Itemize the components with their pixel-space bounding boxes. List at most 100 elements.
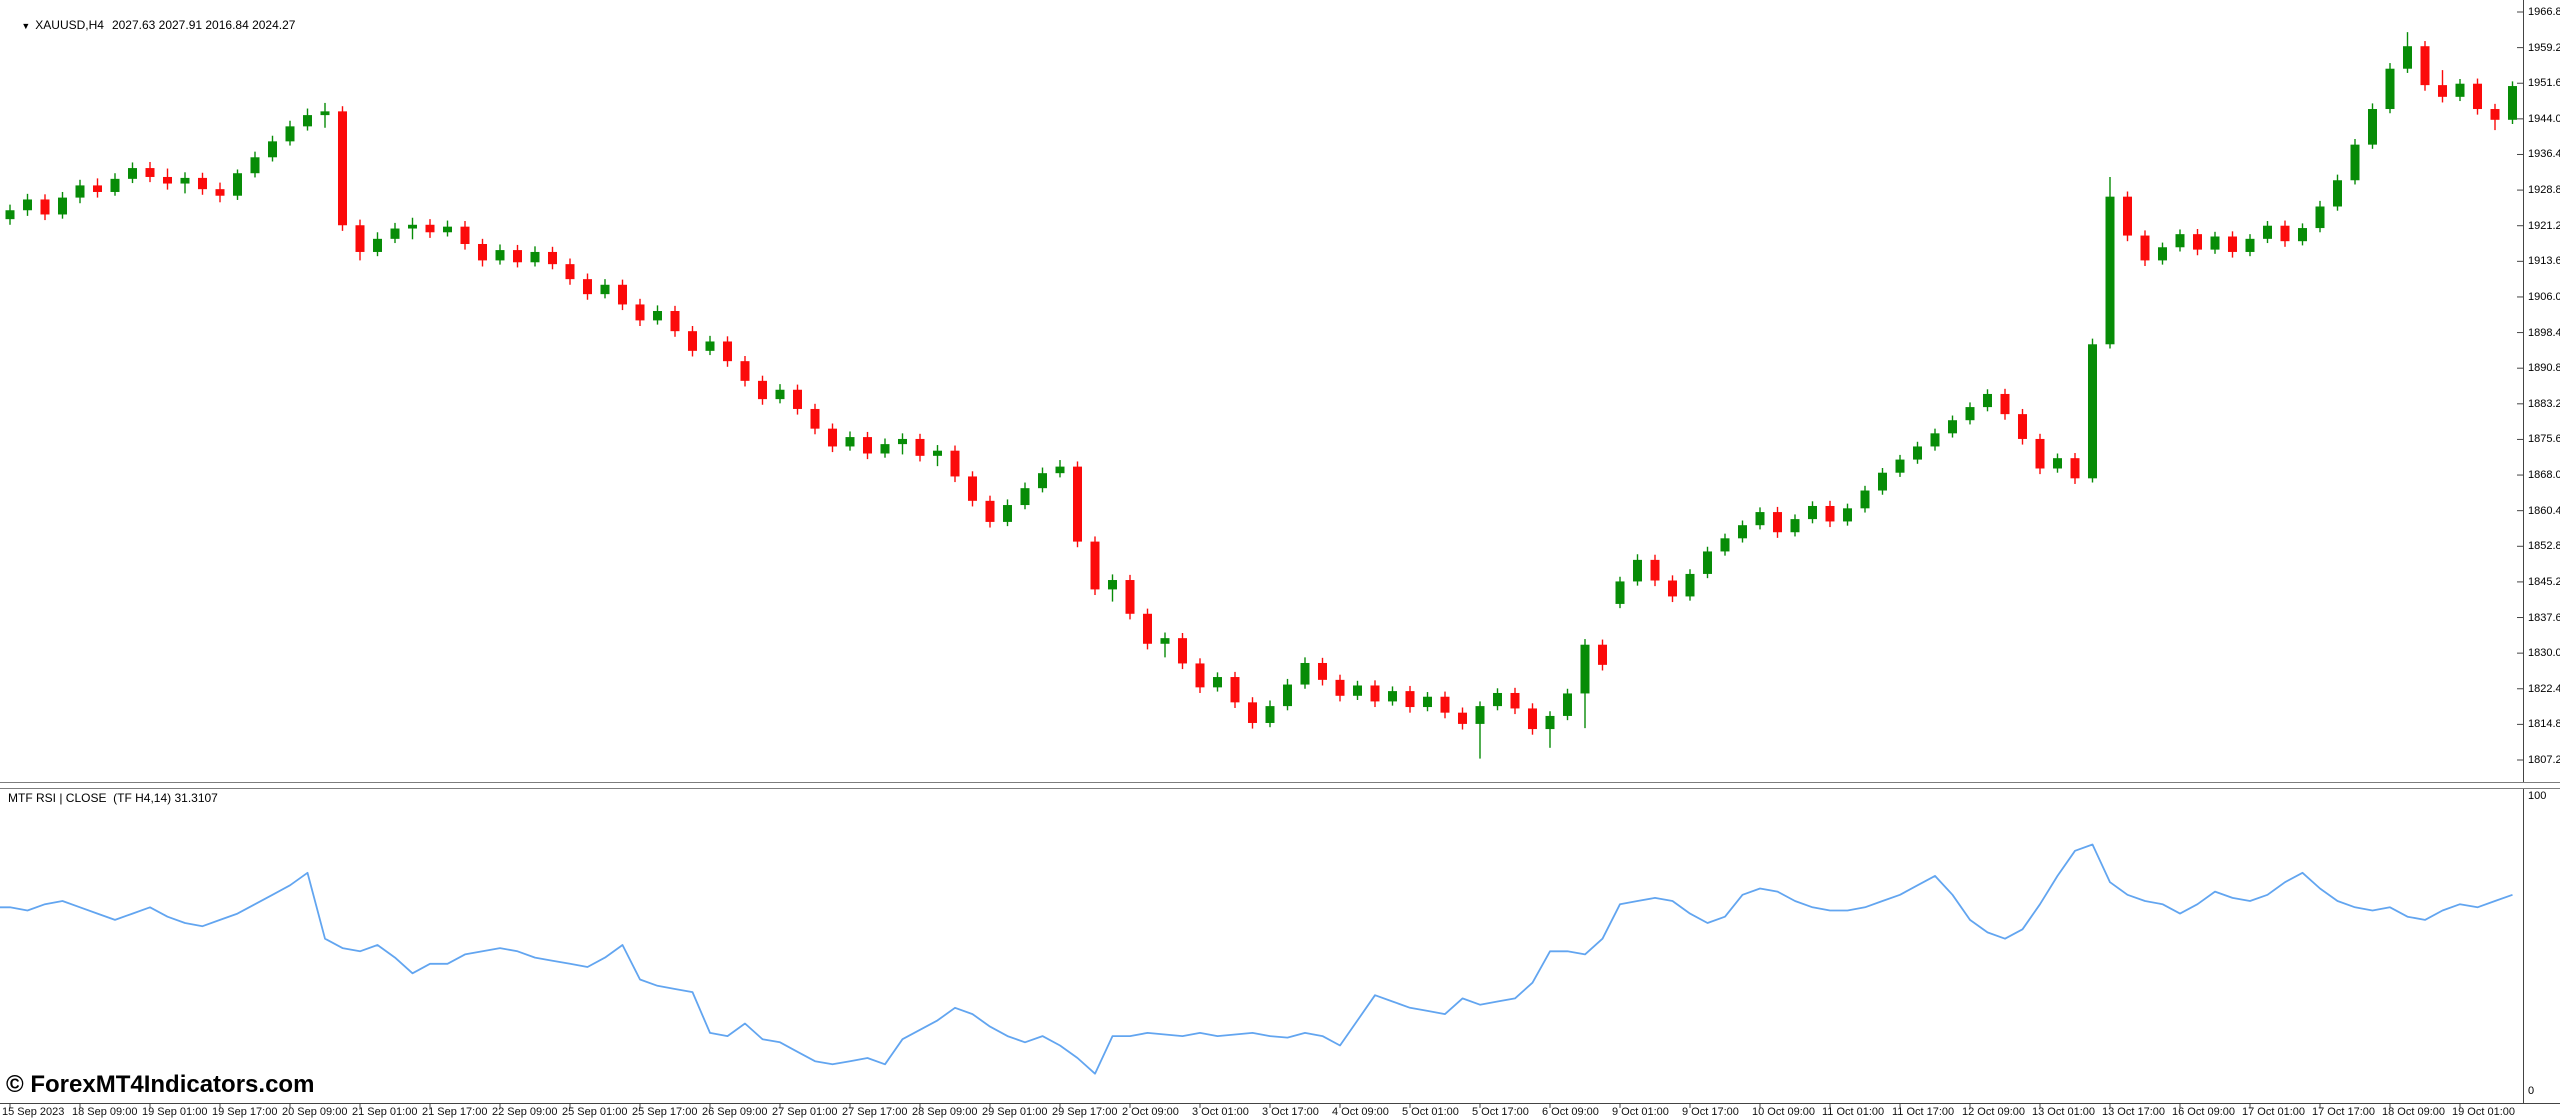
candle-body [2193,234,2202,250]
candle-body [5,210,15,220]
time-axis-label: 16 Oct 09:00 [2172,1106,2235,1118]
candle-body [163,176,172,184]
candle-body [2035,438,2045,469]
candle-body [2158,247,2167,261]
time-axis-label: 5 Oct 17:00 [1472,1106,1529,1118]
candle-body [93,185,102,192]
price-axis-label: 1921.2 [2528,219,2560,232]
time-axis-label: 4 Oct 09:00 [1332,1106,1389,1118]
candle-body [723,341,732,362]
candle-body [110,178,120,192]
time-axis-label: 19 Oct 01:00 [2452,1106,2515,1118]
time-axis-label: 5 Oct 01:00 [1402,1106,1459,1118]
price-axis-label: 1928.8 [2528,184,2560,197]
price-axis-label: 1860.4 [2528,504,2560,517]
candle-body [740,361,750,381]
candle-body [425,224,435,233]
candle-body [2263,225,2272,239]
candle-body [1178,638,1187,664]
candle-body [1913,446,1922,460]
price-axis-label: 1936.4 [2528,148,2560,161]
candle-body [2490,109,2500,120]
candle-body [1440,696,1450,713]
candle-body [1773,512,1782,533]
time-axis-label: 19 Sep 01:00 [142,1106,208,1118]
pane-separator[interactable] [0,782,2560,789]
candle-body [373,238,382,252]
candle-body [2140,235,2150,261]
candle-body [898,438,907,445]
candle-body [968,476,977,501]
candle-body [1528,708,1537,730]
candle-body [1160,638,1170,644]
price-axis-label: 1966.8 [2528,6,2560,18]
candle-body [548,251,557,265]
candle-body [1650,559,1660,581]
time-axis-label: 12 Oct 09:00 [1962,1106,2025,1118]
candle-body [1388,691,1397,702]
time-axis-label: 11 Oct 01:00 [1822,1106,1885,1118]
time-axis-label: 29 Sep 01:00 [982,1106,1048,1118]
price-axis-label: 1898.4 [2528,326,2560,339]
candle-body [1755,512,1765,526]
candle-body [688,331,697,351]
price-axis-label: 1890.8 [2528,362,2560,375]
time-axis-label: 3 Oct 01:00 [1192,1106,1249,1118]
candle-body [705,341,715,351]
candle-body [845,437,855,447]
time-axis-label: 2 Oct 09:00 [1122,1106,1179,1118]
time-axis-label: 20 Sep 09:00 [282,1106,348,1118]
candle-body [145,168,155,177]
candle-body [268,141,277,158]
candle-body [1493,692,1502,707]
time-axis-label: 6 Oct 09:00 [1542,1106,1599,1118]
candle-body [58,197,67,215]
price-axis-label: 1906.0 [2528,290,2560,303]
candle-body [880,444,890,454]
candle-body [1510,692,1520,709]
candle-body [2105,196,2115,345]
candle-body [1878,472,1887,491]
price-axis-label: 1944.0 [2528,112,2560,125]
candle-body [2018,414,2027,439]
symbol-dropdown-icon[interactable]: ▼ [21,21,31,31]
time-axis-label: 18 Oct 09:00 [2382,1106,2445,1118]
symbol-ohlc-line: ▼ XAUUSD,H4 2027.63 2027.91 2016.84 2024.2… [8,4,295,46]
candle-body [1055,466,1065,474]
candle-body [1300,662,1310,685]
candle-body [635,304,645,321]
candle-body [1405,691,1415,708]
candle-body [2420,46,2430,86]
candle-body [1983,393,1992,408]
time-axis-label: 21 Sep 17:00 [422,1106,488,1118]
time-axis-label: 11 Oct 17:00 [1892,1106,1955,1118]
candle-body [1423,696,1432,708]
candle-body [1213,677,1222,688]
rsi-line [0,843,2513,1075]
candle-body [1248,702,1257,723]
candle-body [2368,109,2377,145]
candle-body [1143,613,1152,644]
candle-body [810,408,820,429]
candle-body [2455,83,2465,97]
time-axis-label: 26 Sep 09:00 [702,1106,768,1118]
price-axis-label: 1875.6 [2528,433,2560,446]
time-axis-label: 25 Sep 17:00 [632,1106,698,1118]
time-axis-label: 10 Oct 09:00 [1752,1106,1815,1118]
price-axis-label: 1868.0 [2528,469,2560,482]
candle-body [1475,706,1485,724]
time-axis-label: 27 Sep 17:00 [842,1106,908,1118]
candle-body [1038,473,1047,489]
indicator-title: MTF RSI | CLOSE (TF H4,14) 31.3107 [8,791,218,805]
candle-body [460,226,470,244]
candle-body [1108,580,1117,590]
candle-body [1738,525,1747,539]
time-axis-label: 25 Sep 01:00 [562,1106,628,1118]
candle-body [1458,712,1467,724]
candle-body [1073,466,1082,542]
price-axis-label: 1845.2 [2528,575,2560,588]
price-axis-label: 1830.0 [2528,647,2560,660]
candle-body [758,380,767,400]
